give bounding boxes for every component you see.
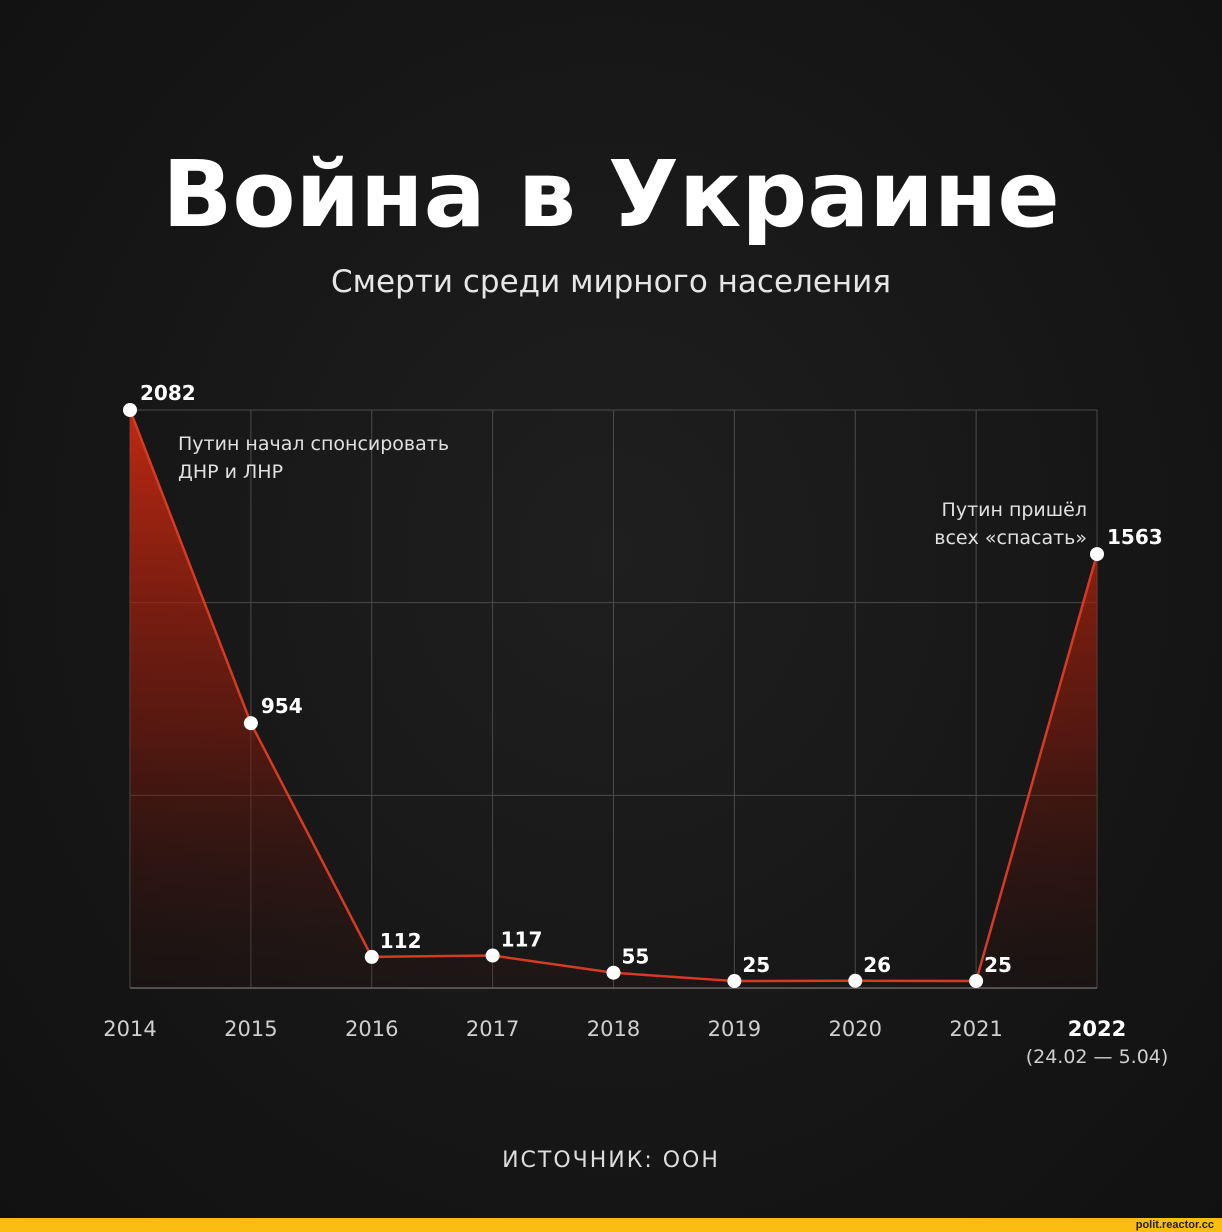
data-point — [606, 965, 621, 980]
x-tick-label: 2014 — [103, 1017, 156, 1041]
x-tick-label: 2016 — [345, 1017, 398, 1041]
annotation-text: Путин начал спонсировать — [178, 433, 449, 455]
data-label: 55 — [622, 945, 650, 969]
footer-bar — [0, 1218, 1222, 1232]
data-label: 1563 — [1107, 525, 1163, 549]
data-point — [485, 948, 500, 963]
x-tick-label: 2018 — [587, 1017, 640, 1041]
area-path — [130, 410, 1097, 988]
x-tick-label: 2022 — [1068, 1017, 1126, 1041]
annotation-text: Путин пришёл — [942, 499, 1087, 521]
data-labels: 2082 954 112 117 55 25 26 25 1563 — [140, 381, 1163, 977]
data-label: 25 — [742, 953, 770, 977]
x-axis-ticks: 2014 2015 2016 2017 2018 2019 2020 2021 2022 (24.… — [103, 1017, 1168, 1068]
data-label: 112 — [380, 929, 422, 953]
data-point — [123, 403, 137, 417]
data-points — [123, 403, 1104, 989]
data-label: 26 — [863, 953, 891, 977]
x-tick-label: 2019 — [708, 1017, 761, 1041]
data-point — [243, 716, 258, 731]
x-tick-label: 2015 — [224, 1017, 277, 1041]
x-tick-sublabel: (24.02 — 5.04) — [1026, 1046, 1169, 1068]
page-subtitle: Смерти среди мирного населения — [331, 264, 891, 300]
annotation-text: ДНР и ЛНР — [178, 461, 283, 483]
annotations: Путин начал спонсировать ДНР и ЛНР Путин п… — [178, 433, 1087, 549]
x-tick-label: 2021 — [949, 1017, 1002, 1041]
data-point — [1090, 547, 1104, 562]
data-point — [848, 973, 863, 988]
x-tick-label: 2020 — [829, 1017, 882, 1041]
data-point — [969, 974, 984, 989]
footer-watermark: polit.reactor.cc — [1135, 1219, 1214, 1231]
page-title: Война в Украине — [162, 141, 1060, 248]
data-label: 117 — [501, 928, 543, 952]
data-point — [727, 974, 742, 989]
annotation-text: всех «спасать» — [934, 527, 1087, 549]
source-note: ИСТОЧНИК: ООН — [502, 1148, 720, 1173]
data-label: 2082 — [140, 381, 196, 405]
data-point — [364, 949, 379, 964]
x-tick-label: 2017 — [466, 1017, 519, 1041]
data-label: 954 — [261, 694, 303, 718]
area-fill — [130, 410, 1097, 988]
data-label: 25 — [984, 953, 1012, 977]
